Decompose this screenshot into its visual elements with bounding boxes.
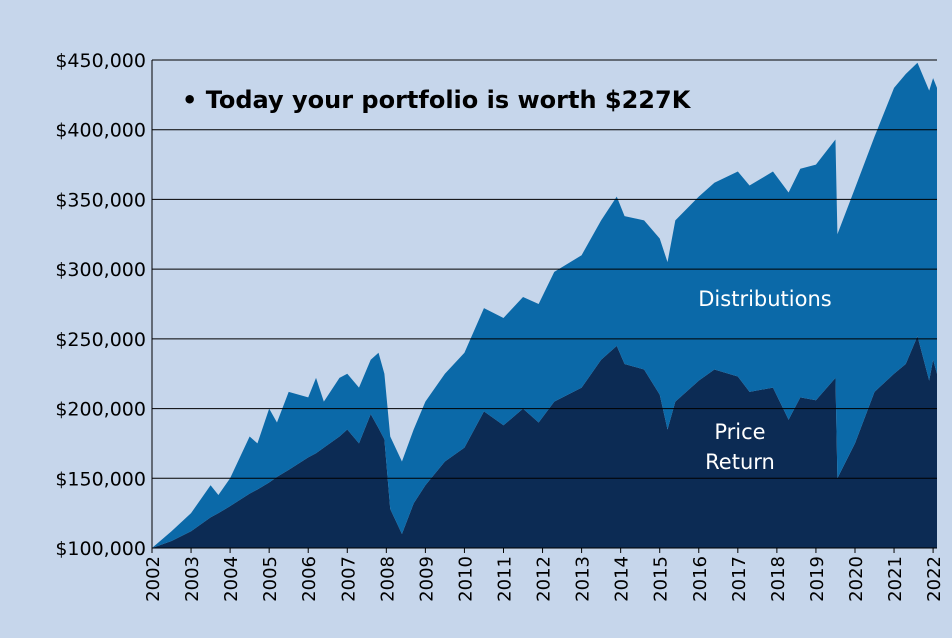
y-tick-label: $300,000 — [55, 259, 146, 281]
x-tick-label: 2021 — [885, 556, 906, 602]
annotation: • Today your portfolio is worth $227K — [182, 86, 692, 114]
y-tick-label: $350,000 — [55, 189, 146, 211]
area-label: Price Return — [705, 420, 775, 474]
x-tick-label: 2013 — [573, 556, 594, 602]
x-tick-label: 2007 — [338, 556, 359, 602]
area — [152, 336, 937, 548]
y-tick-label: $400,000 — [55, 120, 146, 142]
area — [152, 62, 937, 548]
x-tick-label: 2008 — [377, 556, 398, 602]
y-tick-label: $150,000 — [55, 468, 146, 490]
x-tick-label: 2018 — [768, 556, 789, 602]
x-tick-label: 2019 — [807, 556, 828, 602]
x-tick-label: 2015 — [651, 556, 672, 602]
y-tick-label: $100,000 — [55, 538, 146, 560]
x-tick-label: 2014 — [612, 556, 633, 602]
x-tick-label: 2004 — [221, 556, 242, 602]
x-tick-label: 2009 — [416, 556, 437, 602]
x-tick-label: 2022 — [924, 556, 945, 602]
x-tick-label: 2005 — [260, 556, 281, 602]
y-tick-label: $450,000 — [55, 50, 146, 72]
x-tick-label: 2010 — [455, 556, 476, 602]
x-tick-label: 2020 — [846, 556, 867, 602]
x-tick-label: 2003 — [182, 556, 203, 602]
area-label: Distributions — [698, 287, 832, 311]
y-tick-label: $200,000 — [55, 399, 146, 421]
y-tick-label: $250,000 — [55, 329, 146, 351]
x-tick-label: 2002 — [143, 556, 164, 602]
x-tick-label: 2011 — [494, 556, 515, 602]
x-tick-label: 2012 — [534, 556, 555, 602]
x-tick-label: 2006 — [299, 556, 320, 602]
x-tick-label: 2016 — [690, 556, 711, 602]
x-tick-label: 2017 — [729, 556, 750, 602]
